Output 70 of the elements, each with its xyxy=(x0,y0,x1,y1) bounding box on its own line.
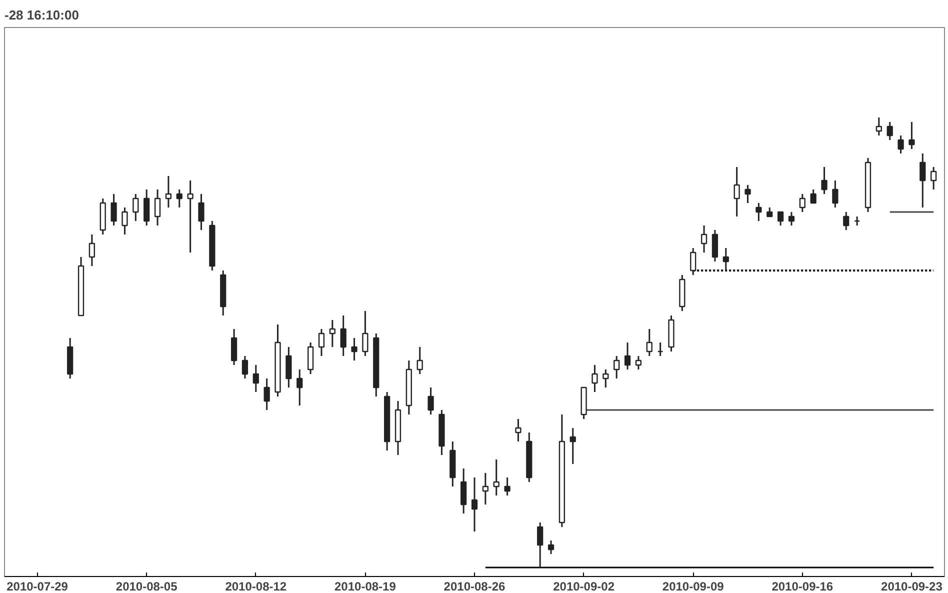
candlestick xyxy=(144,188,150,226)
candlestick xyxy=(930,166,937,190)
candlestick xyxy=(548,540,554,555)
candlestick xyxy=(690,247,696,276)
candlestick xyxy=(428,386,434,416)
candlestick xyxy=(799,193,806,213)
candlestick xyxy=(537,522,544,568)
candlestick xyxy=(886,121,893,141)
candlestick xyxy=(592,364,598,393)
candlestick xyxy=(908,121,915,150)
candlestick xyxy=(493,458,500,496)
candlestick xyxy=(614,355,620,380)
x-tick-label: 2010-08-12 xyxy=(225,580,287,593)
x-tick-label: 2010-09-23 xyxy=(881,580,943,593)
candlestick xyxy=(810,188,816,204)
candlestick xyxy=(602,368,609,388)
x-tick-label: 2010-08-19 xyxy=(334,580,396,593)
candlestick xyxy=(920,152,926,208)
candlestick xyxy=(821,166,828,195)
candlestick xyxy=(646,328,652,357)
x-tick-label: 2010-09-02 xyxy=(553,580,615,593)
candlestick xyxy=(756,202,762,222)
chart-title: -28 16:10:00 xyxy=(4,8,79,22)
candlestick xyxy=(471,476,478,532)
candlestick xyxy=(635,355,642,370)
candlestick xyxy=(110,193,117,226)
x-tick-label: 2010-08-05 xyxy=(116,580,178,593)
candlestick xyxy=(570,427,576,465)
candlestick xyxy=(657,342,664,357)
candlestick xyxy=(318,328,325,357)
candlestick xyxy=(187,180,194,254)
candlestick xyxy=(340,314,346,357)
candlestick xyxy=(165,175,172,208)
x-tick-label: 2010-07-29 xyxy=(6,580,68,593)
candlestick xyxy=(122,206,128,236)
candlestick xyxy=(722,247,729,272)
candlestick xyxy=(198,193,204,231)
candlestick xyxy=(734,166,740,218)
candlestick xyxy=(744,184,751,204)
candlestick xyxy=(482,472,488,506)
candlestick xyxy=(264,378,270,411)
candlestick xyxy=(624,342,631,370)
candlestick xyxy=(898,134,904,154)
candlestick xyxy=(307,342,314,375)
candlestick xyxy=(504,476,510,496)
candlestick xyxy=(515,418,522,442)
candlestick xyxy=(843,211,850,231)
candlestick xyxy=(296,368,303,406)
candlestick xyxy=(362,310,368,357)
x-tick-label: 2010-08-26 xyxy=(444,580,506,593)
candlestick xyxy=(416,346,423,375)
candlestick xyxy=(132,193,139,222)
candlestick xyxy=(700,224,708,254)
candlestick xyxy=(788,211,795,226)
candlestick xyxy=(329,319,336,348)
x-tick-label: 2010-09-16 xyxy=(772,580,834,593)
candlestick xyxy=(242,355,248,380)
candlestick xyxy=(230,328,238,366)
candlestick xyxy=(286,346,292,388)
candlestick xyxy=(832,180,838,208)
candlestick xyxy=(460,468,467,514)
candlestick xyxy=(876,116,882,136)
candlestick xyxy=(351,337,358,362)
candlestick xyxy=(712,229,718,262)
candlestick xyxy=(176,188,182,208)
candlestick xyxy=(88,234,95,267)
candlestick xyxy=(252,364,259,393)
candlestick xyxy=(154,188,161,226)
candlestick xyxy=(777,211,784,226)
x-tick-label: 2010-09-09 xyxy=(662,580,724,593)
